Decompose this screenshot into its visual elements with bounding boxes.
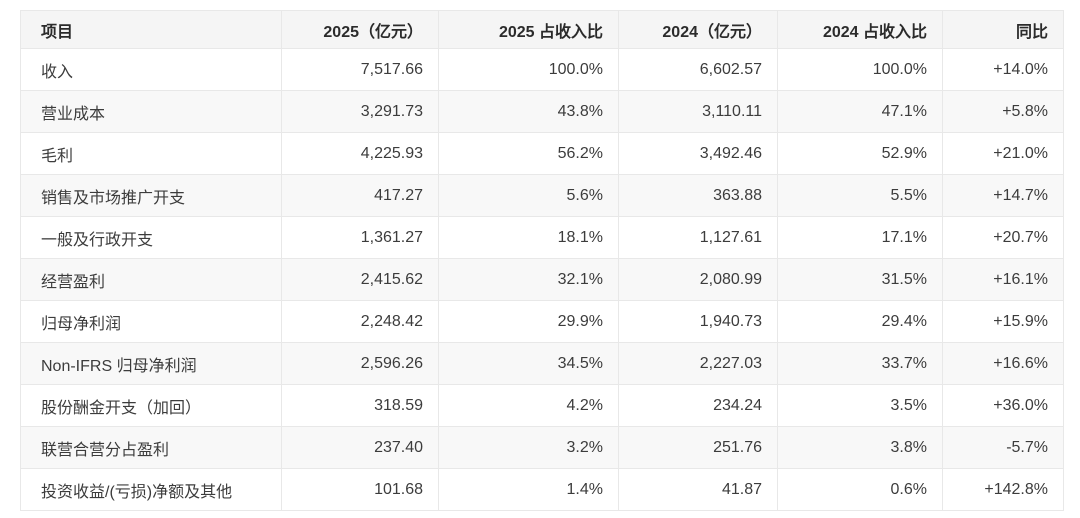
row-label: 股份酬金开支（加回）	[20, 384, 282, 427]
value-cell: 5.5%	[777, 174, 943, 217]
value-cell: 2,080.99	[618, 258, 778, 301]
value-cell: 3.5%	[777, 384, 943, 427]
value-cell: 1,127.61	[618, 216, 778, 259]
value-cell: +21.0%	[942, 132, 1064, 175]
value-cell: 363.88	[618, 174, 778, 217]
table-row-selling-marketing: 销售及市场推广开支 417.27 5.6% 363.88 5.5% +14.7%	[20, 174, 1064, 217]
row-label: 一般及行政开支	[20, 216, 282, 259]
table-row-revenue: 收入 7,517.66 100.0% 6,602.57 100.0% +14.0…	[20, 48, 1064, 91]
table-row-net-profit: 归母净利润 2,248.42 29.9% 1,940.73 29.4% +15.…	[20, 300, 1064, 343]
value-cell: 237.40	[281, 426, 439, 469]
value-cell: 417.27	[281, 174, 439, 217]
value-cell: 2,596.26	[281, 342, 439, 385]
row-label: 营业成本	[20, 90, 282, 133]
row-label: 收入	[20, 48, 282, 91]
header-cell-2025-pct: 2025 占收入比	[438, 10, 619, 49]
row-label: 销售及市场推广开支	[20, 174, 282, 217]
header-row: 项目 2025（亿元） 2025 占收入比 2024（亿元） 2024 占收入比…	[20, 10, 1064, 49]
header-cell-2024-amount: 2024（亿元）	[618, 10, 778, 49]
value-cell: 1,940.73	[618, 300, 778, 343]
row-label: 经营盈利	[20, 258, 282, 301]
row-label: 归母净利润	[20, 300, 282, 343]
value-cell: 18.1%	[438, 216, 619, 259]
value-cell: +5.8%	[942, 90, 1064, 133]
value-cell: 100.0%	[777, 48, 943, 91]
value-cell: 3,291.73	[281, 90, 439, 133]
value-cell: 251.76	[618, 426, 778, 469]
value-cell: 6,602.57	[618, 48, 778, 91]
value-cell: 41.87	[618, 468, 778, 511]
row-label: 投资收益/(亏损)净额及其他	[20, 468, 282, 511]
row-label: 联营合营分占盈利	[20, 426, 282, 469]
value-cell: +14.0%	[942, 48, 1064, 91]
table-row-gross-profit: 毛利 4,225.93 56.2% 3,492.46 52.9% +21.0%	[20, 132, 1064, 175]
value-cell: 100.0%	[438, 48, 619, 91]
value-cell: 17.1%	[777, 216, 943, 259]
value-cell: 1.4%	[438, 468, 619, 511]
value-cell: 56.2%	[438, 132, 619, 175]
row-label: 毛利	[20, 132, 282, 175]
financial-table: 项目 2025（亿元） 2025 占收入比 2024（亿元） 2024 占收入比…	[20, 10, 1064, 511]
value-cell: 2,415.62	[281, 258, 439, 301]
value-cell: +16.6%	[942, 342, 1064, 385]
value-cell: 3,110.11	[618, 90, 778, 133]
value-cell: 0.6%	[777, 468, 943, 511]
value-cell: 4.2%	[438, 384, 619, 427]
value-cell: 33.7%	[777, 342, 943, 385]
table-row-share-compensation: 股份酬金开支（加回） 318.59 4.2% 234.24 3.5% +36.0…	[20, 384, 1064, 427]
value-cell: 2,227.03	[618, 342, 778, 385]
value-cell: 32.1%	[438, 258, 619, 301]
header-cell-2024-pct: 2024 占收入比	[777, 10, 943, 49]
value-cell: +15.9%	[942, 300, 1064, 343]
value-cell: 5.6%	[438, 174, 619, 217]
row-label: Non-IFRS 归母净利润	[20, 342, 282, 385]
value-cell: 29.4%	[777, 300, 943, 343]
header-cell-yoy: 同比	[942, 10, 1064, 49]
value-cell: +16.1%	[942, 258, 1064, 301]
table-header: 项目 2025（亿元） 2025 占收入比 2024（亿元） 2024 占收入比…	[20, 10, 1064, 49]
value-cell: 3.2%	[438, 426, 619, 469]
value-cell: 4,225.93	[281, 132, 439, 175]
value-cell: 318.59	[281, 384, 439, 427]
value-cell: 34.5%	[438, 342, 619, 385]
header-cell-2025-amount: 2025（亿元）	[281, 10, 439, 49]
value-cell: 1,361.27	[281, 216, 439, 259]
financial-table-container: 项目 2025（亿元） 2025 占收入比 2024（亿元） 2024 占收入比…	[20, 10, 1064, 511]
value-cell: 3.8%	[777, 426, 943, 469]
value-cell: 47.1%	[777, 90, 943, 133]
value-cell: -5.7%	[942, 426, 1064, 469]
header-cell-item: 项目	[20, 10, 282, 49]
value-cell: +142.8%	[942, 468, 1064, 511]
value-cell: 101.68	[281, 468, 439, 511]
table-row-operating-profit: 经营盈利 2,415.62 32.1% 2,080.99 31.5% +16.1…	[20, 258, 1064, 301]
value-cell: 43.8%	[438, 90, 619, 133]
table-row-associates-jv: 联营合营分占盈利 237.40 3.2% 251.76 3.8% -5.7%	[20, 426, 1064, 469]
table-row-general-admin: 一般及行政开支 1,361.27 18.1% 1,127.61 17.1% +2…	[20, 216, 1064, 259]
table-row-cost: 营业成本 3,291.73 43.8% 3,110.11 47.1% +5.8%	[20, 90, 1064, 133]
value-cell: 2,248.42	[281, 300, 439, 343]
value-cell: 31.5%	[777, 258, 943, 301]
value-cell: 29.9%	[438, 300, 619, 343]
table-row-non-ifrs-net-profit: Non-IFRS 归母净利润 2,596.26 34.5% 2,227.03 3…	[20, 342, 1064, 385]
value-cell: +20.7%	[942, 216, 1064, 259]
value-cell: 7,517.66	[281, 48, 439, 91]
value-cell: 234.24	[618, 384, 778, 427]
value-cell: +36.0%	[942, 384, 1064, 427]
value-cell: 3,492.46	[618, 132, 778, 175]
table-body: 收入 7,517.66 100.0% 6,602.57 100.0% +14.0…	[20, 48, 1064, 511]
value-cell: 52.9%	[777, 132, 943, 175]
table-row-investment-income: 投资收益/(亏损)净额及其他 101.68 1.4% 41.87 0.6% +1…	[20, 468, 1064, 511]
value-cell: +14.7%	[942, 174, 1064, 217]
